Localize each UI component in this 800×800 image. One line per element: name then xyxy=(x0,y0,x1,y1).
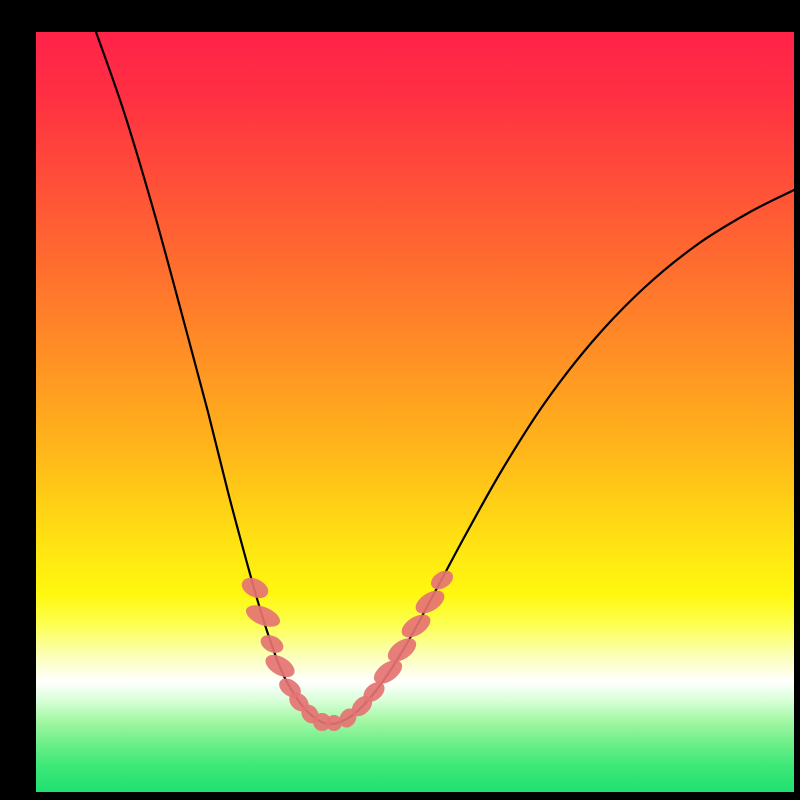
curve-marker xyxy=(326,715,342,731)
frame-top xyxy=(0,0,800,32)
chart-plot xyxy=(36,32,794,792)
frame-bottom xyxy=(0,792,800,800)
frame-left xyxy=(0,0,36,800)
frame-right xyxy=(794,0,800,800)
gradient-background xyxy=(36,32,794,792)
chart-svg xyxy=(36,32,794,792)
